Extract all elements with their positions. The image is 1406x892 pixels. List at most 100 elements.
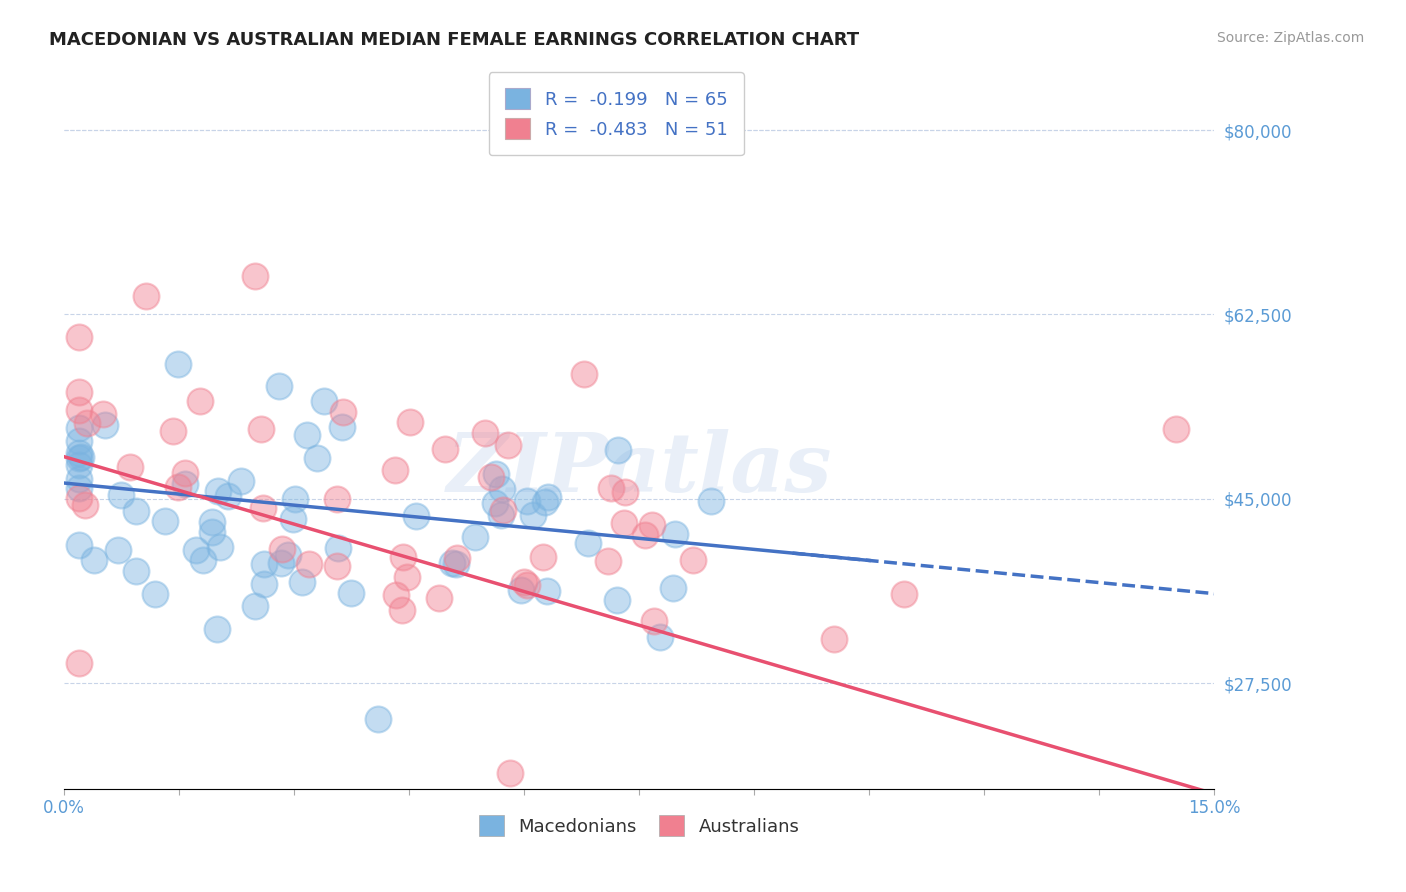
Point xyxy=(208,540,231,554)
Point xyxy=(682,552,704,566)
Text: ZIPatlas: ZIPatlas xyxy=(446,428,832,508)
Point xyxy=(516,494,538,508)
Point xyxy=(441,556,464,570)
Point xyxy=(162,424,184,438)
Legend: Macedonians, Australians: Macedonians, Australians xyxy=(472,808,807,844)
Point xyxy=(107,543,129,558)
Point xyxy=(513,574,536,589)
Point xyxy=(229,474,252,488)
Point xyxy=(485,467,508,482)
Point xyxy=(537,491,560,505)
Point xyxy=(340,585,363,599)
Point xyxy=(125,504,148,518)
Point xyxy=(491,482,513,496)
Point xyxy=(332,404,354,418)
Point xyxy=(67,458,90,472)
Point xyxy=(295,428,318,442)
Point xyxy=(67,330,90,344)
Point xyxy=(634,528,657,542)
Point xyxy=(167,480,190,494)
Point xyxy=(499,765,522,780)
Point xyxy=(69,450,91,464)
Point xyxy=(641,518,664,533)
Point xyxy=(201,524,224,539)
Point xyxy=(384,463,406,477)
Point xyxy=(606,592,628,607)
Point xyxy=(606,442,628,457)
Point xyxy=(484,496,506,510)
Point xyxy=(190,393,212,408)
Point xyxy=(167,357,190,371)
Point xyxy=(391,602,413,616)
Point xyxy=(664,527,686,541)
Point xyxy=(599,481,621,495)
Point xyxy=(536,584,558,599)
Point xyxy=(118,460,141,475)
Point xyxy=(479,470,502,484)
Point xyxy=(269,379,291,393)
Point xyxy=(446,551,468,566)
Point xyxy=(67,450,90,465)
Point xyxy=(700,494,723,508)
Point xyxy=(153,514,176,528)
Point xyxy=(367,712,389,726)
Text: Source: ZipAtlas.com: Source: ZipAtlas.com xyxy=(1216,31,1364,45)
Point xyxy=(191,553,214,567)
Point xyxy=(67,403,90,417)
Point xyxy=(522,508,544,522)
Point xyxy=(427,591,450,606)
Point xyxy=(67,538,90,552)
Point xyxy=(326,491,349,506)
Point xyxy=(650,630,672,644)
Point xyxy=(252,501,274,516)
Point xyxy=(385,589,408,603)
Point xyxy=(174,477,197,491)
Text: MACEDONIAN VS AUSTRALIAN MEDIAN FEMALE EARNINGS CORRELATION CHART: MACEDONIAN VS AUSTRALIAN MEDIAN FEMALE E… xyxy=(49,31,859,49)
Point xyxy=(253,577,276,591)
Point xyxy=(823,632,845,646)
Point xyxy=(464,530,486,544)
Point xyxy=(643,614,665,628)
Point xyxy=(67,434,90,448)
Point xyxy=(305,451,328,466)
Point xyxy=(312,393,335,408)
Point xyxy=(531,550,554,565)
Point xyxy=(67,384,90,399)
Point xyxy=(205,622,228,636)
Point xyxy=(509,582,531,597)
Point xyxy=(893,587,915,601)
Point xyxy=(94,418,117,433)
Point xyxy=(83,553,105,567)
Point xyxy=(217,490,239,504)
Point xyxy=(67,472,90,486)
Point xyxy=(281,512,304,526)
Point xyxy=(446,558,468,572)
Point xyxy=(67,656,90,670)
Point xyxy=(284,491,307,506)
Point xyxy=(516,578,538,592)
Point xyxy=(125,564,148,578)
Point xyxy=(243,599,266,614)
Point xyxy=(67,421,90,435)
Point xyxy=(277,549,299,563)
Point xyxy=(73,498,96,512)
Point xyxy=(135,289,157,303)
Point xyxy=(534,495,557,509)
Point xyxy=(76,416,98,430)
Point xyxy=(405,508,427,523)
Point xyxy=(396,570,419,584)
Point xyxy=(576,536,599,550)
Point xyxy=(67,491,90,505)
Point xyxy=(184,542,207,557)
Point xyxy=(271,542,294,557)
Point xyxy=(207,483,229,498)
Point xyxy=(253,557,276,571)
Point xyxy=(110,488,132,502)
Point xyxy=(474,425,496,440)
Point xyxy=(433,442,456,456)
Point xyxy=(67,446,90,460)
Point xyxy=(143,587,166,601)
Point xyxy=(399,415,422,429)
Point xyxy=(174,466,197,480)
Point xyxy=(326,541,349,556)
